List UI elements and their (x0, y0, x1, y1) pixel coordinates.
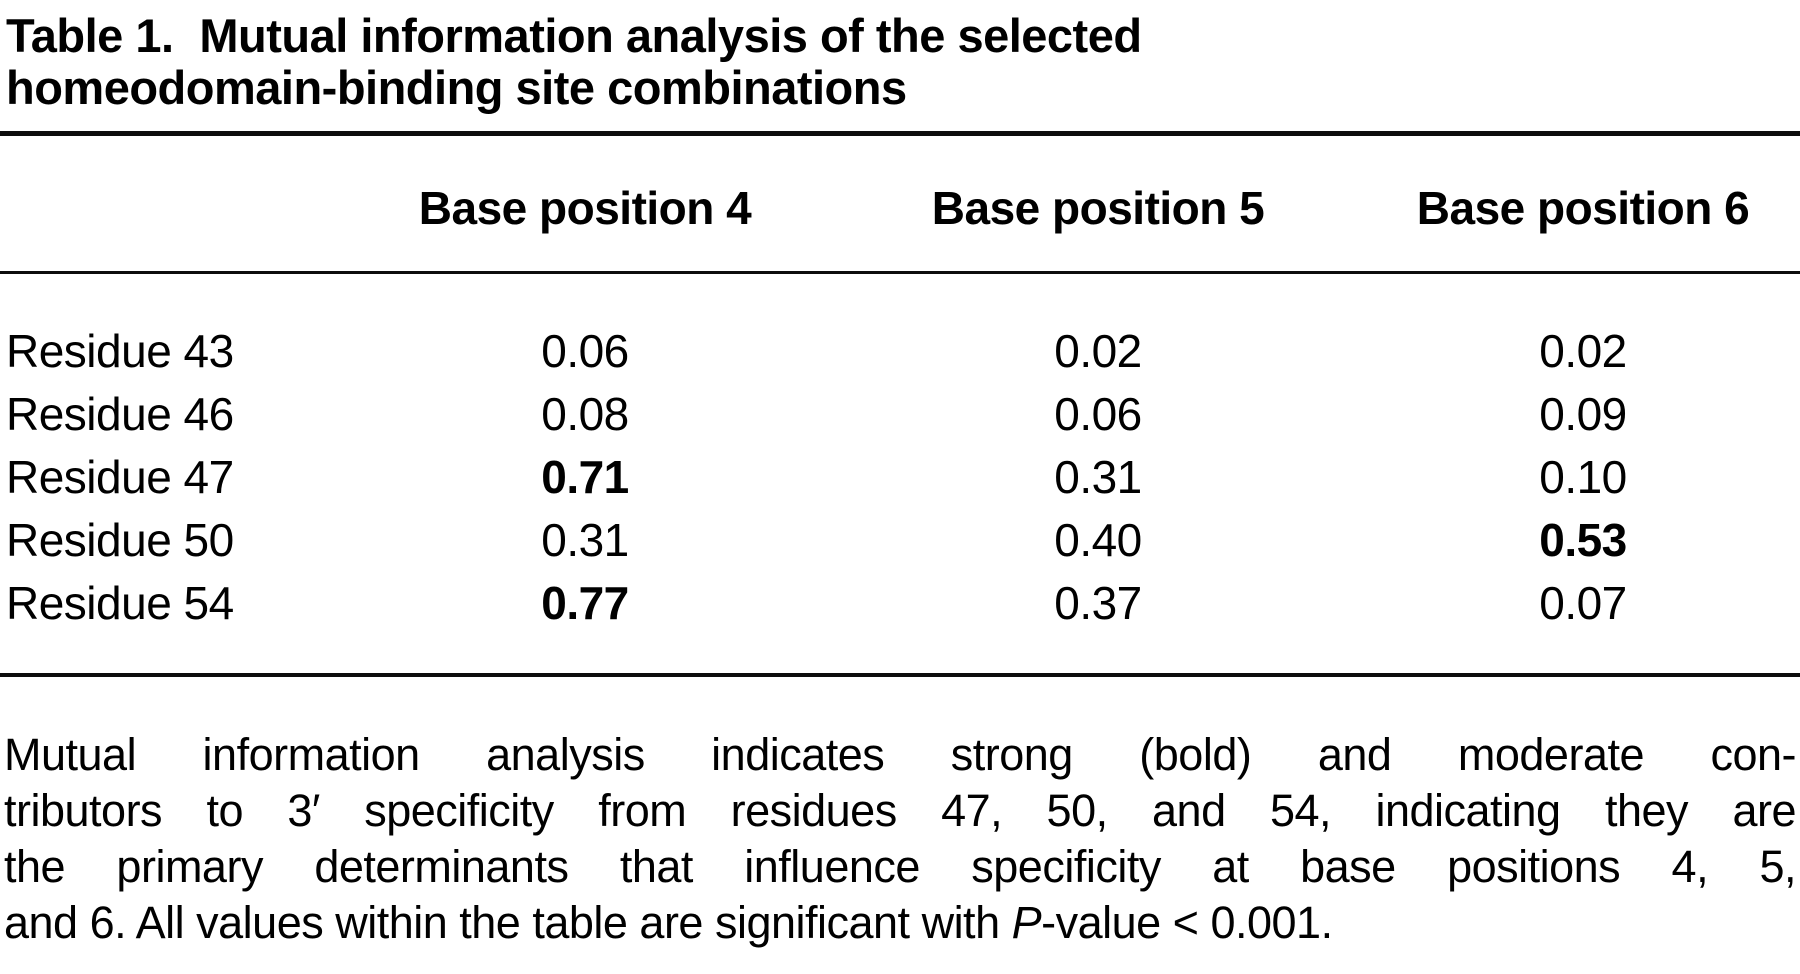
table-row: Residue 43 0.06 0.02 0.02 (0, 320, 1800, 383)
table-row: Residue 54 0.77 0.37 0.07 (0, 572, 1800, 635)
cell-r50-bp6: 0.53 (1539, 514, 1627, 566)
column-header-base-position-4: Base position 4 (418, 181, 752, 234)
cell-r54-bp4: 0.77 (541, 577, 629, 629)
row-label-residue-47: Residue 47 (6, 451, 234, 503)
footnote-line-4-prefix: and 6. All values within the table are s… (4, 897, 1012, 948)
footnote-line-1: Mutual information analysis indicates st… (4, 729, 1797, 780)
row-label-residue-54: Residue 54 (6, 577, 234, 629)
table-caption: Table 1. Mutual information analysis of t… (0, 0, 1442, 114)
top-rule (0, 131, 1800, 136)
cell-r50-bp5: 0.40 (1054, 514, 1142, 566)
cell-r43-bp5: 0.02 (1054, 325, 1142, 377)
table-body: Residue 43 0.06 0.02 0.02 Residue 46 0.0… (0, 274, 1800, 635)
bottom-rule (0, 673, 1800, 677)
cell-r43-bp4: 0.06 (541, 325, 629, 377)
header-rule (0, 271, 1800, 274)
table-number-label: Table 1. (6, 9, 174, 62)
column-header-base-position-5: Base position 5 (931, 181, 1265, 234)
row-label-residue-43: Residue 43 (6, 325, 234, 377)
cell-r46-bp5: 0.06 (1054, 388, 1142, 440)
cell-r46-bp4: 0.08 (541, 388, 629, 440)
cell-r50-bp4: 0.31 (541, 514, 629, 566)
table-row: Residue 50 0.31 0.40 0.53 (0, 509, 1800, 572)
cell-r54-bp6: 0.07 (1539, 577, 1627, 629)
footnote-line-4-suffix: -value < 0.001. (1041, 897, 1333, 948)
footnote-line-2: tributors to 3′ specificity from residue… (4, 785, 1797, 836)
cell-r54-bp5: 0.37 (1054, 577, 1142, 629)
footnote-line-3: the primary determinants that influence … (4, 841, 1797, 892)
cell-r46-bp6: 0.09 (1539, 388, 1627, 440)
table-footnote: Mutual information analysis indicates st… (0, 727, 1800, 951)
table-header-row: Base position 4 Base position 5 Base pos… (0, 136, 1800, 271)
cell-r43-bp6: 0.02 (1539, 325, 1627, 377)
cell-r47-bp4: 0.71 (541, 451, 629, 503)
footnote-line-4: and 6. All values within the table are s… (4, 895, 1796, 951)
table-title: Mutual information analysis of the selec… (6, 9, 1142, 114)
row-label-residue-46: Residue 46 (6, 388, 234, 440)
table-row: Residue 47 0.71 0.31 0.10 (0, 446, 1800, 509)
cell-r47-bp5: 0.31 (1054, 451, 1142, 503)
column-header-base-position-6: Base position 6 (1416, 181, 1750, 234)
table-row: Residue 46 0.08 0.06 0.09 (0, 383, 1800, 446)
footnote-p-italic: P (1011, 897, 1042, 948)
row-label-residue-50: Residue 50 (6, 514, 234, 566)
cell-r47-bp6: 0.10 (1539, 451, 1627, 503)
